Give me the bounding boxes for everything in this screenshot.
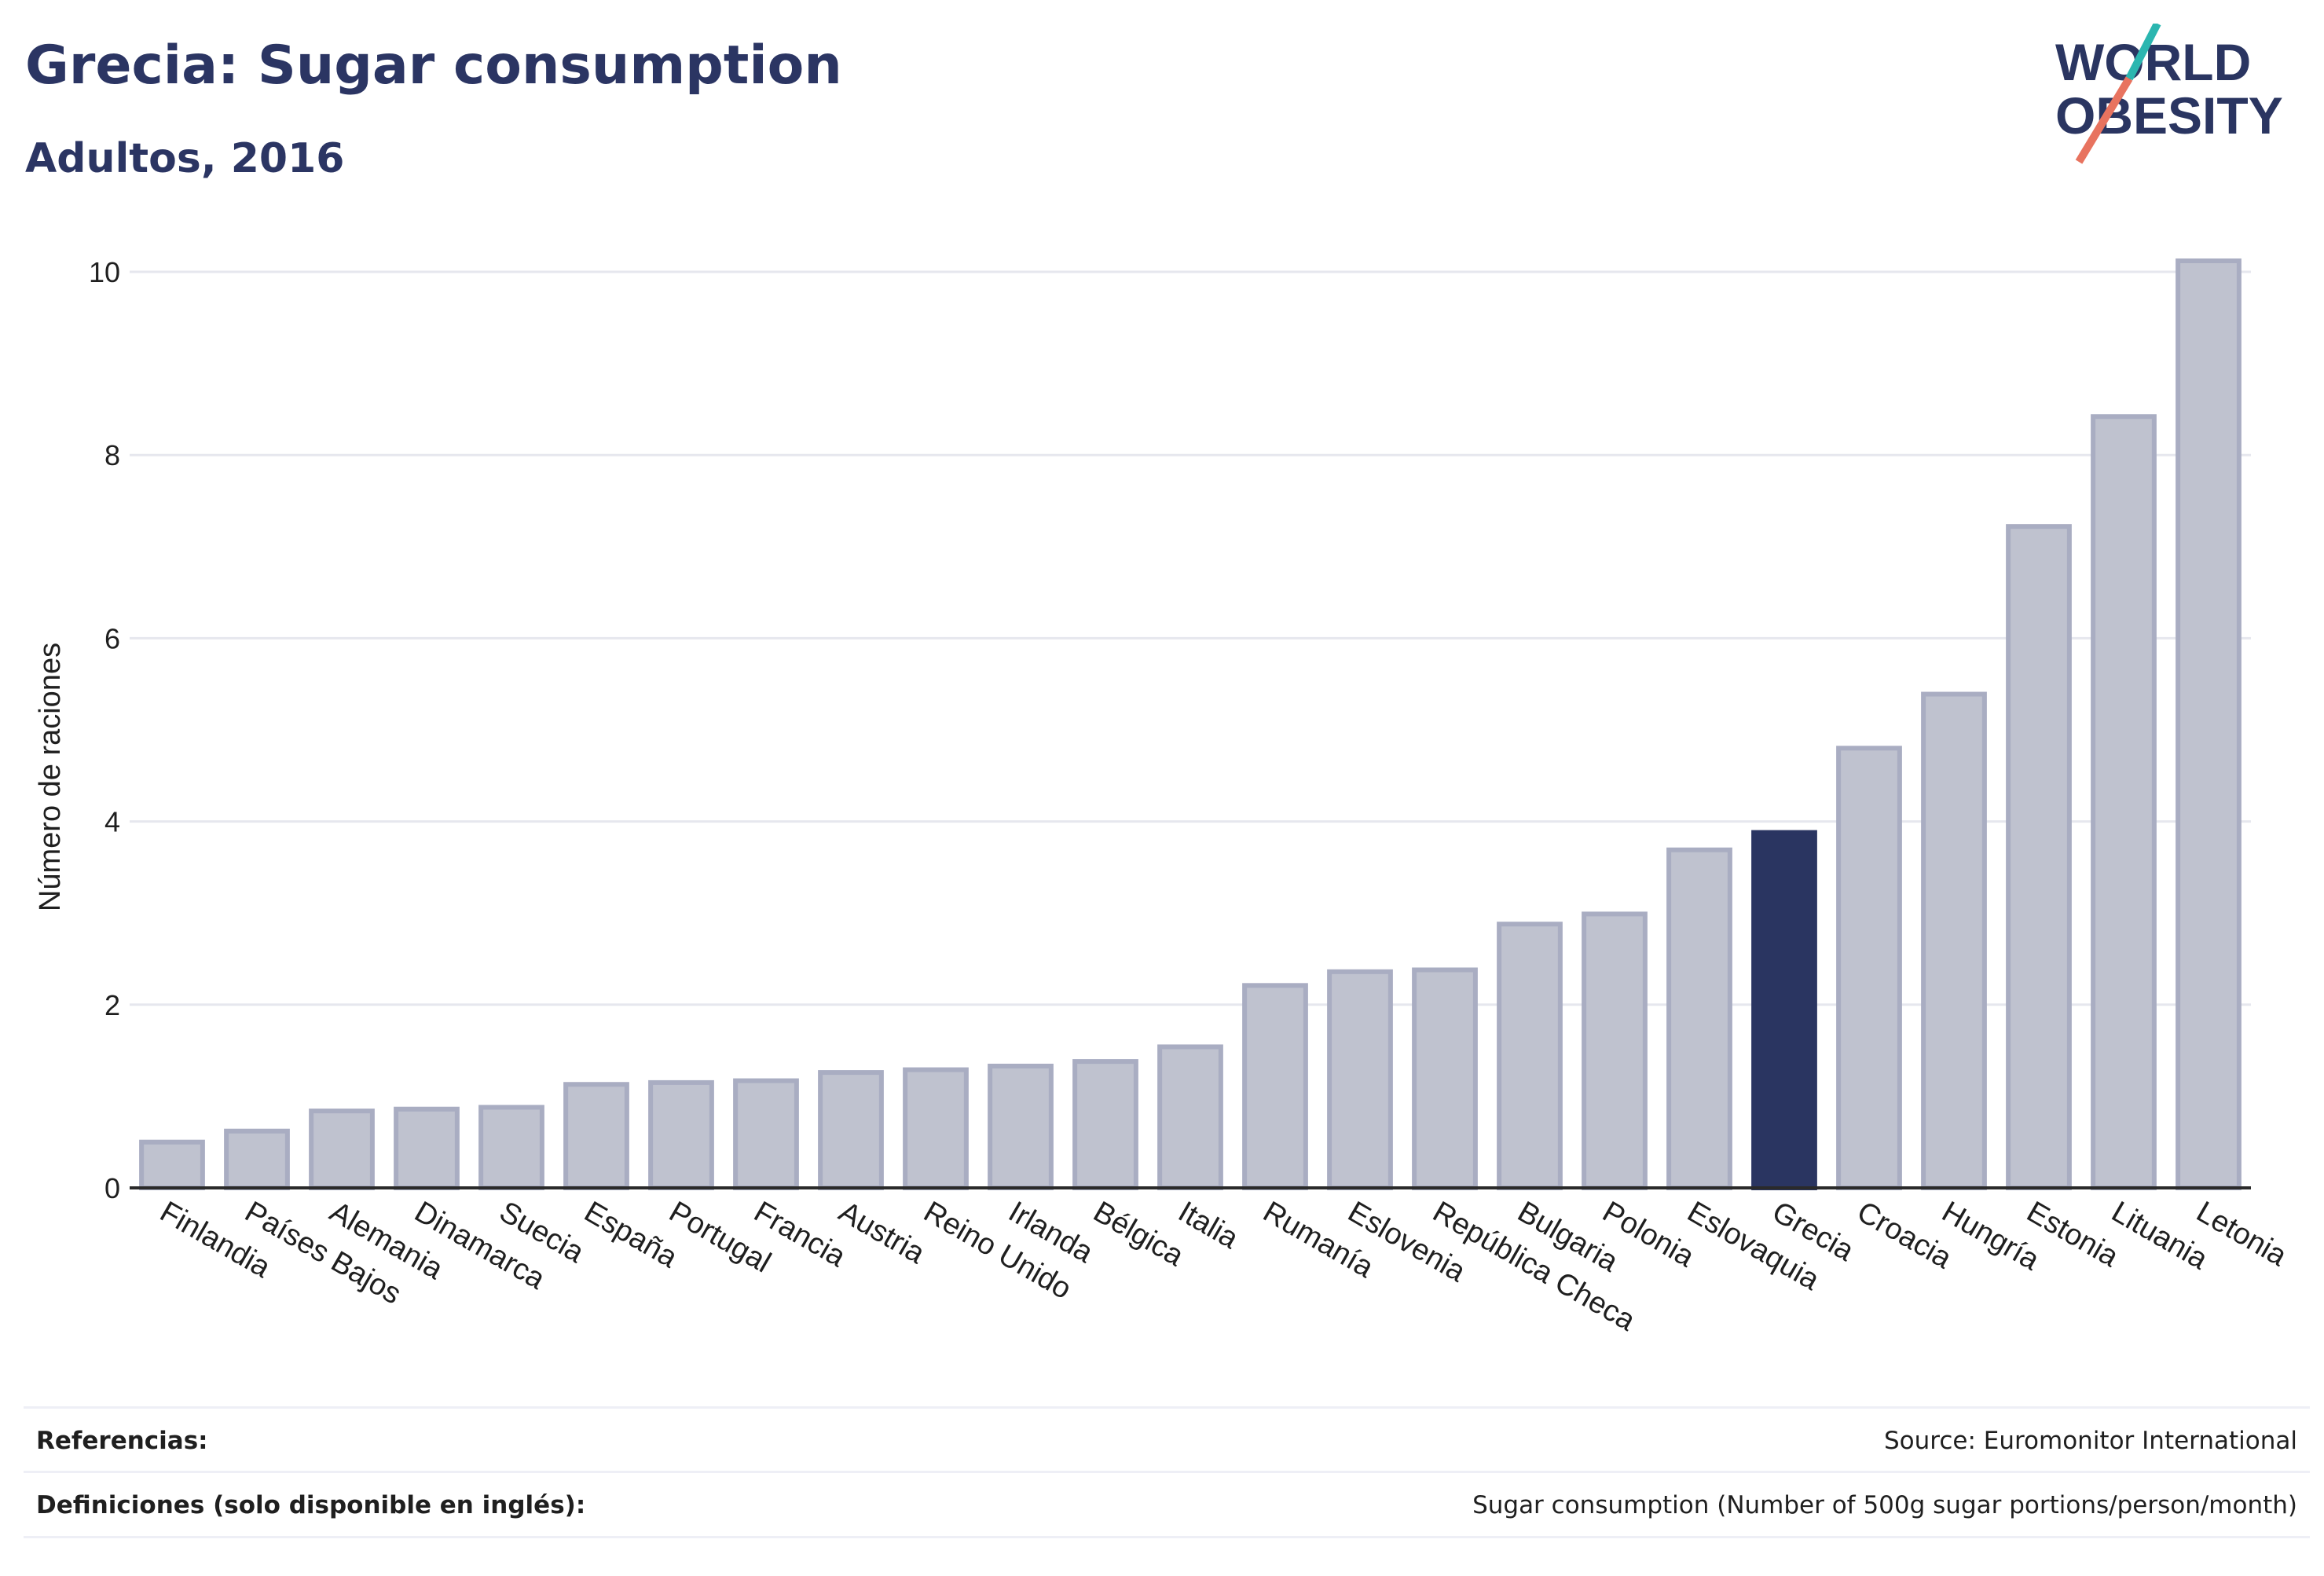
bar-polonia: [1582, 911, 1648, 1190]
bar-lituania: [2091, 414, 2157, 1190]
y-axis-label: Número de raciones: [34, 643, 67, 911]
y-tick-label: 10: [89, 256, 120, 288]
y-tick-label: 6: [104, 622, 120, 654]
bar-españa: [563, 1082, 629, 1190]
bar-alemania: [309, 1109, 375, 1191]
x-tick-label: Austria: [834, 1195, 931, 1270]
logo-slash-teal: [2125, 24, 2161, 81]
bar-irlanda: [988, 1063, 1054, 1190]
y-tick-label: 2: [104, 989, 120, 1021]
x-tick-label: España: [579, 1195, 684, 1274]
definitions-value: Sugar consumption (Number of 500g sugar …: [1472, 1491, 2297, 1519]
bar-portugal: [648, 1079, 714, 1191]
x-tick-label: Bélgica: [1088, 1195, 1190, 1273]
footer-divider: [24, 1536, 2310, 1538]
bar-bulgaria: [1497, 922, 1563, 1191]
references-value: Source: Euromonitor International: [1883, 1427, 2297, 1455]
x-tick-label: Lituania: [2106, 1195, 2214, 1276]
bar-estonia: [2006, 524, 2072, 1190]
logo-slash-coral: [2075, 76, 2133, 164]
definitions-label: Definiciones (solo disponible en inglés)…: [36, 1491, 586, 1519]
bar-república-checa: [1412, 967, 1478, 1190]
y-tick-label: 0: [104, 1172, 120, 1204]
bar-reino-unido: [903, 1067, 969, 1191]
bar-rumanía: [1242, 983, 1308, 1190]
chart-subtitle: Adultos, 2016: [25, 135, 345, 182]
bar-dinamarca: [394, 1106, 460, 1190]
bar-finlandia: [139, 1139, 205, 1190]
bar-austria: [818, 1070, 884, 1190]
bar-eslovenia: [1327, 969, 1393, 1190]
y-tick-label: 4: [104, 806, 120, 838]
bar-suecia: [478, 1105, 544, 1190]
y-tick-label: 8: [104, 439, 120, 471]
definitions-row: Definiciones (solo disponible en inglés)…: [24, 1471, 2310, 1538]
references-label: Referencias:: [36, 1427, 208, 1455]
bar-grecia: [1751, 830, 1817, 1191]
bar-bélgica: [1072, 1059, 1138, 1191]
bar-países-bajos: [224, 1128, 290, 1191]
references-row: Referencias: Source: Euromonitor Interna…: [24, 1406, 2310, 1473]
bar-francia: [733, 1078, 799, 1190]
logo-word-1: WORLD: [2055, 33, 2251, 91]
bar-croacia: [1836, 746, 1902, 1190]
bar-italia: [1157, 1044, 1223, 1191]
x-tick-label: Hungría: [1937, 1195, 2046, 1277]
y-tick-labels: 0 2 4 6 8 10: [89, 256, 120, 1204]
x-tick-label: Letonia: [2191, 1195, 2293, 1273]
x-tick-label: Croacia: [1852, 1195, 1958, 1275]
bar-eslovaquia: [1666, 847, 1732, 1190]
bars: [139, 258, 2242, 1191]
chart-title: Grecia: Sugar consumption: [25, 35, 842, 97]
bar-hungría: [1921, 691, 1987, 1190]
bar-letonia: [2176, 258, 2242, 1190]
world-obesity-logo: WORLD OBESITY: [2055, 24, 2283, 164]
